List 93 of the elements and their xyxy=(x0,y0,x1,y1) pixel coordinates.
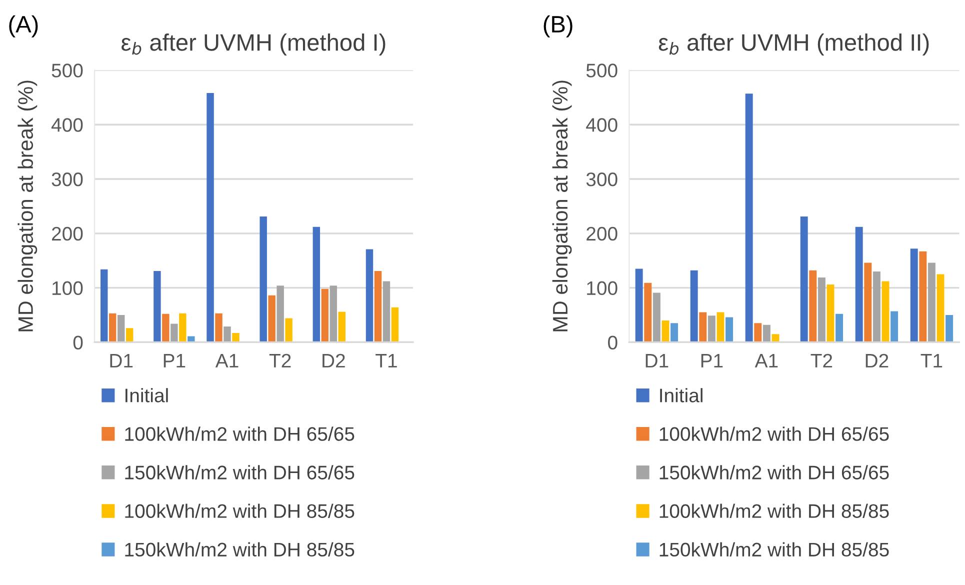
bar xyxy=(864,262,872,342)
bar xyxy=(321,288,329,342)
x-tick-label: D2 xyxy=(322,354,345,368)
legend-label: 150kWh/m2 with DH 85/85 xyxy=(125,542,354,557)
y-tick-label: 500 xyxy=(586,64,618,78)
bar xyxy=(928,262,936,342)
bar xyxy=(716,312,724,342)
x-tick-label: D1 xyxy=(110,354,133,368)
y-tick-label: 0 xyxy=(608,336,618,350)
bar xyxy=(118,315,125,342)
bar xyxy=(188,336,195,342)
bar xyxy=(872,272,880,342)
y-tick-label: 200 xyxy=(52,226,83,241)
bar xyxy=(154,270,161,342)
chart-title: ε$_{b}$ after UVMH (method I) xyxy=(122,34,386,56)
y-tick-label: 300 xyxy=(586,172,618,186)
x-tick-label: T1 xyxy=(920,354,942,368)
x-tick-label: A1 xyxy=(754,354,778,368)
bar xyxy=(910,248,918,342)
bar xyxy=(635,268,643,342)
bar xyxy=(285,318,292,342)
legend-label: Initial xyxy=(126,388,168,402)
bar xyxy=(232,332,240,342)
bar xyxy=(206,93,214,342)
y-tick-label: 400 xyxy=(586,118,618,132)
y-tick-label: 100 xyxy=(52,281,83,296)
legend-label: 150kWh/m2 with DH 65/65 xyxy=(660,465,889,480)
bar xyxy=(708,316,716,342)
x-tick-label: P1 xyxy=(701,354,723,368)
bar xyxy=(754,323,762,342)
bar xyxy=(162,314,170,342)
x-tick-label: P1 xyxy=(164,354,186,368)
y-axis-title: MD elongation at break (%) xyxy=(552,80,572,332)
bar xyxy=(836,314,844,342)
bar xyxy=(268,295,276,342)
bar xyxy=(662,320,670,342)
bar xyxy=(215,313,222,342)
bar xyxy=(224,326,231,342)
bar xyxy=(946,315,954,342)
legend-label: 100kWh/m2 with DH 85/85 xyxy=(660,504,889,518)
bar xyxy=(170,324,178,342)
y-tick-label: 500 xyxy=(52,64,83,78)
bar xyxy=(936,274,944,342)
legend-label: 150kWh/m2 with DH 85/85 xyxy=(660,542,889,557)
bar xyxy=(818,277,826,342)
y-tick-label: 100 xyxy=(587,281,618,296)
x-tick-label: D2 xyxy=(866,354,888,368)
bar xyxy=(644,282,652,342)
x-tick-label: T2 xyxy=(269,354,291,368)
x-tick-label: T1 xyxy=(376,354,397,368)
x-tick-label: T2 xyxy=(810,354,832,368)
legend-label: Initial xyxy=(660,388,702,402)
bar xyxy=(652,292,660,342)
bar xyxy=(745,94,753,342)
bar xyxy=(126,328,134,342)
bar xyxy=(338,312,346,342)
bar xyxy=(100,269,108,342)
y-tick-label: 400 xyxy=(51,118,83,132)
x-tick-label: A1 xyxy=(215,354,238,368)
bar xyxy=(882,281,890,342)
bar xyxy=(276,286,284,342)
bar xyxy=(826,284,834,342)
y-axis-title: MD elongation at break (%) xyxy=(18,80,38,332)
legend-label: 100kWh/m2 with DH 85/85 xyxy=(125,504,354,518)
y-tick-label: 200 xyxy=(586,226,618,241)
legend-label: 100kWh/m2 with DH 65/65 xyxy=(125,426,354,441)
bar xyxy=(260,216,267,342)
bar xyxy=(179,313,186,342)
legend-label: 100kWh/m2 with DH 65/65 xyxy=(660,426,889,441)
bar xyxy=(391,307,399,342)
bar xyxy=(382,281,390,342)
bar xyxy=(809,270,817,342)
text: (A) xyxy=(9,15,38,38)
bar xyxy=(366,249,374,342)
bar xyxy=(670,323,678,342)
bar xyxy=(919,251,927,342)
bar xyxy=(109,313,116,342)
bar xyxy=(374,270,382,342)
bar xyxy=(800,216,808,342)
bar xyxy=(762,324,770,342)
bar xyxy=(726,317,734,342)
text: (B) xyxy=(544,15,572,38)
bar xyxy=(330,286,338,342)
x-tick-label: D1 xyxy=(646,354,668,368)
bar xyxy=(699,312,707,342)
chart-title: ε$_{b}$ after UVMH (method II) xyxy=(658,34,929,56)
legend-label: 150kWh/m2 with DH 65/65 xyxy=(125,465,354,480)
bar xyxy=(690,270,698,342)
y-tick-label: 300 xyxy=(52,172,83,186)
bar xyxy=(312,226,320,342)
y-tick-label: 0 xyxy=(73,336,83,350)
bar xyxy=(890,311,898,342)
bar xyxy=(855,226,863,342)
